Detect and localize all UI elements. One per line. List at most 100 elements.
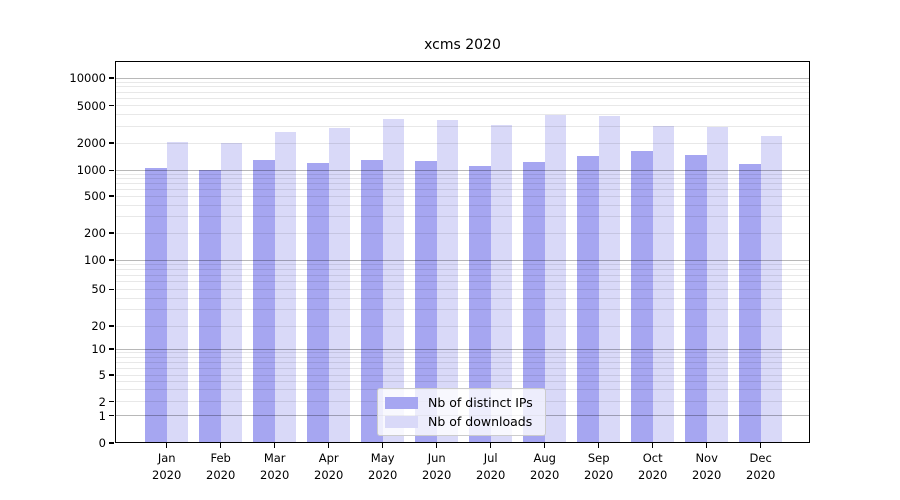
x-tick-mark: [706, 443, 708, 448]
y-tick-mark: [109, 195, 114, 197]
bar-ips-nov: [685, 155, 707, 443]
y-tick-label: 1000: [76, 163, 106, 178]
bar-downloads-nov: [706, 127, 729, 443]
grid-line: [115, 356, 810, 358]
bar-downloads-jul: [490, 125, 513, 443]
y-tick-mark: [109, 259, 114, 261]
y-tick-mark: [109, 142, 114, 144]
grid-line: [115, 125, 810, 127]
y-tick-mark: [109, 374, 114, 376]
y-tick-label: 500: [84, 188, 106, 203]
grid-line: [115, 281, 810, 283]
bar-ips-dec: [739, 164, 761, 443]
bar-ips-oct: [631, 151, 653, 443]
grid-line: [115, 348, 810, 350]
x-tick-mark: [652, 443, 654, 448]
x-tick-mark: [328, 443, 330, 448]
legend-swatch-ips: [385, 396, 418, 409]
x-tick-mark: [382, 443, 384, 448]
bar-downloads-feb: [220, 143, 243, 443]
bar-downloads-sep: [598, 116, 621, 443]
grid-line: [115, 268, 810, 270]
y-tick-label: 200: [84, 226, 106, 240]
bar-ips-may: [361, 160, 383, 443]
grid-line: [115, 361, 810, 363]
y-tick-label: 5: [98, 368, 106, 382]
grid-line: [115, 367, 810, 369]
y-tick-label: 2: [98, 394, 106, 409]
y-tick-label: 10000: [69, 70, 106, 85]
y-tick-mark: [109, 401, 114, 403]
legend: Nb of distinct IPs Nb of downloads: [377, 388, 546, 436]
y-tick-label: 1: [98, 408, 106, 423]
bar-ips-sep: [577, 156, 599, 443]
y-tick-mark: [109, 442, 114, 444]
grid-line: [115, 352, 810, 354]
grid-line: [115, 183, 810, 185]
x-tick-label: Mar 2020: [260, 451, 290, 483]
legend-swatch-downloads: [385, 415, 418, 428]
bar-downloads-jun: [436, 120, 459, 443]
bar-ips-jun: [415, 161, 437, 443]
y-tick-label: 20: [91, 318, 106, 333]
x-tick-label: Feb 2020: [206, 451, 236, 483]
x-tick-label: Jul 2020: [476, 451, 506, 483]
grid-line: [115, 259, 810, 261]
grid-line: [115, 97, 810, 99]
bar-downloads-mar: [274, 132, 297, 443]
grid-line: [115, 91, 810, 93]
grid-line: [115, 381, 810, 383]
x-tick-label: Oct 2020: [638, 451, 668, 483]
bar-ips-jul: [469, 165, 491, 443]
bar-ips-apr: [307, 162, 329, 443]
grid-line: [115, 77, 810, 79]
grid-line: [115, 325, 810, 327]
bar-ips-jan: [145, 168, 167, 443]
bar-downloads-aug: [544, 115, 567, 443]
legend-row: Nb of distinct IPs: [385, 395, 533, 410]
x-tick-mark: [436, 443, 438, 448]
x-tick-mark: [220, 443, 222, 448]
y-tick-mark: [109, 232, 114, 234]
grid-line: [115, 232, 810, 234]
x-tick-label: Apr 2020: [314, 451, 344, 483]
legend-row: Nb of downloads: [385, 414, 533, 429]
y-tick-mark: [109, 169, 114, 172]
grid-line: [115, 195, 810, 197]
grid-line: [115, 169, 810, 171]
grid-line: [115, 188, 810, 190]
x-tick-label: Jun 2020: [422, 451, 452, 483]
grid-line: [115, 81, 810, 83]
x-tick-mark: [274, 443, 276, 448]
x-tick-label: Dec 2020: [746, 451, 776, 483]
x-tick-label: May 2020: [368, 451, 398, 483]
grid-line: [115, 204, 810, 206]
legend-label: Nb of distinct IPs: [428, 395, 533, 410]
y-tick-label: 2000: [76, 136, 106, 150]
y-tick-mark: [109, 414, 114, 417]
grid-line: [115, 105, 810, 107]
grid-line: [115, 114, 810, 116]
x-tick-mark: [760, 443, 762, 448]
grid-line: [115, 309, 810, 311]
chart-title: xcms 2020: [424, 37, 501, 53]
grid-line: [115, 374, 810, 376]
bar-ips-aug: [523, 161, 545, 443]
y-tick-mark: [109, 104, 114, 107]
grid-line: [115, 216, 810, 218]
bar-downloads-apr: [328, 127, 351, 443]
y-tick-label: 100: [84, 253, 106, 268]
grid-line: [115, 297, 810, 299]
plot-area: 0 1 2 5 10 20 50 100 200 500 1000 2000 5000 10000 Jan …: [69, 61, 810, 482]
x-tick-label: Aug 2020: [530, 451, 560, 483]
bar-downloads-may: [382, 118, 405, 443]
bar-downloads-oct: [652, 125, 675, 443]
bar-downloads-jan: [166, 142, 189, 443]
y-tick-label: 5000: [76, 98, 106, 113]
y-tick-label: 0: [98, 436, 106, 450]
y-tick-mark: [109, 288, 114, 290]
x-tick-mark: [544, 443, 546, 448]
grid-line: [115, 178, 810, 180]
y-tick-label: 50: [91, 282, 106, 297]
